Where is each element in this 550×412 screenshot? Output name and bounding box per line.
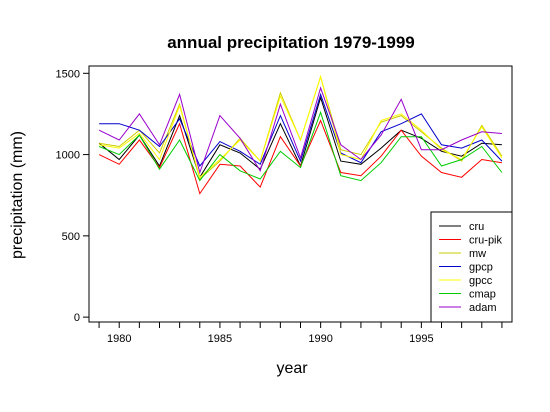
legend-label-cru-pik: cru-pik bbox=[469, 235, 503, 247]
x-tick-label: 1995 bbox=[409, 333, 433, 345]
axes: 0 500 1000 1500 1980 1985 1990 1995 bbox=[56, 68, 503, 345]
series-line-cmap bbox=[98, 110, 503, 182]
x-tick-label: 1990 bbox=[308, 333, 332, 345]
series-line-gpcp bbox=[99, 92, 503, 167]
legend-label-adam: adam bbox=[469, 302, 497, 314]
legend-label-cru: cru bbox=[469, 221, 484, 233]
y-tick-label: 1000 bbox=[56, 150, 80, 162]
series-line-cru-pik bbox=[98, 119, 502, 195]
y-axis-label: precipitation (mm) bbox=[9, 131, 26, 259]
legend-label-gpcp: gpcp bbox=[469, 262, 493, 274]
series-line-mw bbox=[99, 74, 503, 180]
series-layer bbox=[98, 74, 503, 195]
x-tick-label: 1980 bbox=[107, 333, 131, 345]
y-tick-label: 0 bbox=[74, 312, 80, 324]
series-line-gpcc bbox=[99, 74, 503, 179]
x-axis-label: year bbox=[276, 360, 308, 377]
series-line-adam bbox=[98, 86, 502, 175]
y-tick-label: 500 bbox=[62, 231, 80, 243]
legend-label-gpcc: gpcc bbox=[469, 275, 493, 287]
x-tick-label: 1985 bbox=[208, 333, 232, 345]
chart-title: annual precipitation 1979-1999 bbox=[167, 33, 415, 52]
legend-label-mw: mw bbox=[469, 248, 486, 260]
legend-label-cmap: cmap bbox=[469, 289, 496, 301]
y-tick-label: 1500 bbox=[56, 68, 80, 80]
